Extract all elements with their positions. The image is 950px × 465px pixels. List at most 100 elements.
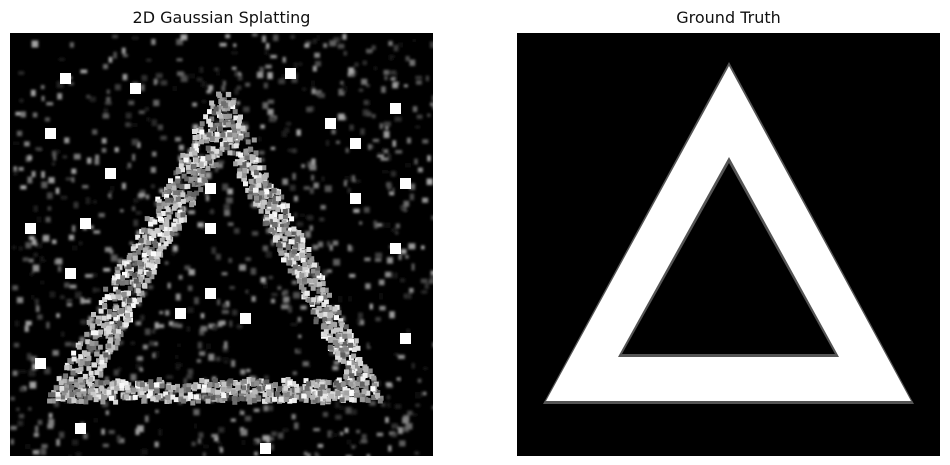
triangle-splat: [223, 114, 229, 119]
noise-splat: [415, 125, 420, 129]
triangle-splat: [113, 286, 119, 292]
noise-splat: [366, 454, 371, 456]
noise-splat: [252, 231, 259, 236]
noise-splat: [388, 185, 394, 193]
triangle-splat: [223, 120, 229, 126]
triangle-splat: [213, 106, 219, 112]
bright-splat: [350, 193, 361, 204]
noise-splat: [344, 428, 349, 433]
noise-splat: [390, 70, 397, 75]
triangle-splat: [162, 226, 168, 232]
noise-splat: [398, 254, 402, 260]
noise-splat: [222, 357, 228, 362]
noise-splat: [309, 164, 317, 171]
triangle-splat: [152, 219, 158, 225]
triangle-splat: [258, 177, 264, 183]
noise-splat: [259, 66, 264, 72]
triangle-splat: [240, 126, 246, 131]
noise-splat: [19, 370, 27, 374]
noise-splat: [145, 194, 150, 200]
noise-splat: [337, 113, 345, 121]
triangle-splat: [344, 369, 349, 375]
noise-splat: [381, 402, 386, 407]
noise-splat: [12, 141, 20, 146]
triangle-splat: [337, 385, 343, 391]
triangle-splat: [306, 381, 312, 387]
triangle-splat: [85, 351, 91, 357]
triangle-splat: [58, 380, 64, 386]
triangle-splat: [254, 381, 260, 386]
triangle-splat: [256, 386, 262, 392]
triangle-splat: [328, 324, 334, 330]
noise-splat: [394, 404, 402, 409]
noise-splat: [103, 268, 111, 272]
triangle-splat: [339, 397, 345, 403]
triangle-splat: [317, 390, 323, 396]
noise-splat: [245, 82, 251, 87]
noise-splat: [171, 390, 177, 395]
noise-splat: [262, 435, 270, 441]
triangle-splat: [82, 373, 88, 379]
triangle-splat: [119, 385, 125, 391]
triangle-splat: [218, 113, 224, 119]
triangle-splat: [293, 394, 299, 400]
noise-splat: [260, 124, 265, 129]
noise-splat: [303, 186, 310, 190]
triangle-splat: [299, 273, 305, 279]
noise-splat: [85, 197, 91, 205]
noise-splat: [122, 74, 128, 81]
triangle-splat: [190, 170, 196, 176]
triangle-splat: [183, 157, 189, 163]
noise-splat: [29, 236, 35, 240]
noise-splat: [229, 320, 233, 327]
noise-splat: [33, 432, 39, 437]
noise-splat: [178, 155, 182, 162]
triangle-splat: [127, 285, 133, 291]
noise-splat: [268, 275, 273, 280]
triangle-splat: [338, 347, 344, 353]
noise-splat: [327, 430, 333, 438]
noise-splat: [377, 223, 383, 227]
noise-splat: [383, 69, 390, 75]
triangle-splat: [345, 365, 351, 371]
triangle-splat: [150, 251, 156, 257]
triangle-splat: [309, 256, 315, 262]
noise-splat: [95, 288, 100, 292]
noise-splat: [358, 312, 363, 320]
triangle-splat: [276, 227, 282, 233]
noise-splat: [214, 165, 219, 173]
noise-splat: [54, 400, 59, 407]
noise-splat: [72, 342, 76, 348]
noise-splat: [416, 114, 423, 119]
triangle-splat: [98, 300, 104, 306]
gaussian-splatting-render: [10, 33, 433, 456]
triangle-splat: [349, 397, 355, 403]
noise-splat: [60, 295, 65, 299]
noise-splat: [326, 140, 330, 146]
triangle-splat: [219, 121, 225, 127]
triangle-splat: [321, 323, 327, 329]
triangle-splat: [245, 155, 251, 161]
noise-splat: [231, 66, 237, 70]
triangle-splat: [330, 328, 336, 334]
triangle-splat: [263, 183, 269, 189]
triangle-splat: [335, 350, 341, 356]
noise-splat: [275, 228, 279, 232]
bright-splat: [205, 223, 216, 234]
triangle-splat: [174, 387, 180, 393]
noise-splat: [135, 321, 142, 326]
noise-splat: [101, 428, 105, 435]
noise-splat: [392, 140, 397, 147]
triangle-splat: [301, 287, 307, 293]
noise-splat: [37, 449, 41, 455]
triangle-splat: [296, 230, 302, 235]
noise-splat: [101, 138, 107, 144]
triangle-splat: [346, 360, 352, 366]
triangle-splat: [132, 272, 137, 278]
noise-splat: [20, 185, 27, 190]
noise-splat: [391, 423, 398, 429]
noise-splat: [172, 85, 178, 92]
triangle-splat: [365, 397, 371, 403]
triangle-splat: [87, 395, 93, 401]
noise-splat: [13, 342, 20, 348]
